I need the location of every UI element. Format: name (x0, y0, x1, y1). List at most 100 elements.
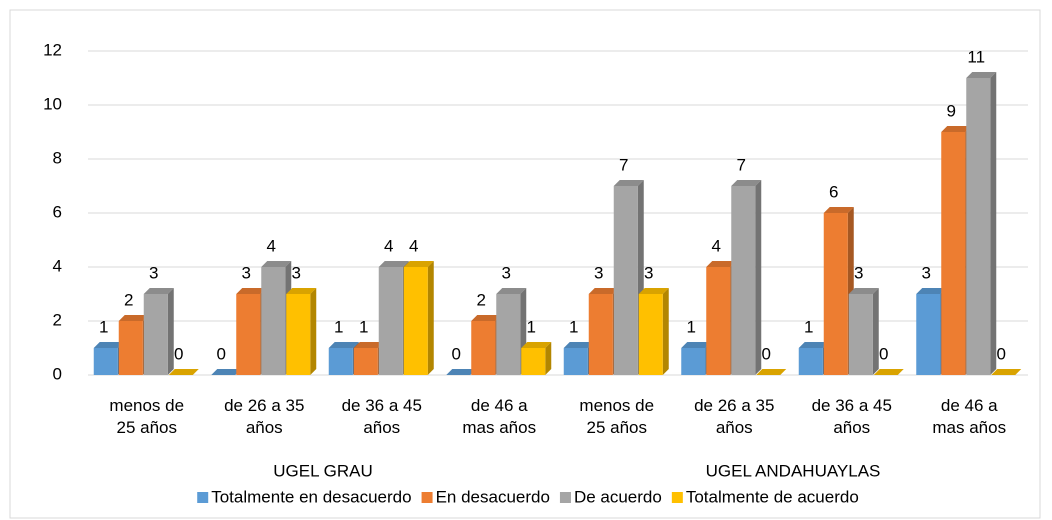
bar (756, 369, 787, 375)
value-label: 1 (804, 317, 813, 336)
value-label: 3 (922, 263, 931, 282)
bar (211, 369, 242, 375)
value-label: 1 (527, 317, 536, 336)
legend-swatch (197, 492, 209, 503)
legend-label: De acuerdo (574, 487, 662, 506)
bar (991, 369, 1022, 375)
value-label: 3 (644, 263, 653, 282)
bar-front (563, 348, 588, 375)
bar (873, 369, 904, 375)
bar-top (848, 288, 879, 294)
bar (966, 72, 997, 375)
value-label: 9 (947, 101, 956, 120)
bar-top (613, 180, 644, 186)
bar-top (118, 315, 149, 321)
bar-side (872, 288, 879, 375)
value-label: 4 (712, 236, 721, 255)
bar-front (471, 321, 496, 375)
bar-top (93, 342, 124, 348)
x-tick-label: menos de 25 años (579, 396, 655, 437)
x-tick-label: menos de 25 años (109, 396, 185, 437)
value-label: 2 (477, 290, 486, 309)
bar-front (286, 294, 311, 375)
bar-top (916, 288, 947, 294)
legend: Totalmente en desacuerdo En desacuerdo De … (197, 487, 859, 506)
bar (613, 180, 644, 375)
value-label: 3 (854, 263, 863, 282)
value-label: 0 (997, 344, 1006, 363)
bar-top (731, 180, 762, 186)
legend-swatch (559, 492, 571, 503)
bar-top (328, 342, 359, 348)
bar (848, 288, 879, 375)
bar-front (706, 267, 731, 375)
value-label: 1 (359, 317, 368, 336)
bar-side (167, 288, 174, 375)
x-tick-label: de 36 a 45 años (341, 396, 422, 437)
legend-swatch (671, 492, 683, 503)
bar-top (261, 261, 292, 267)
x-tick-label: de 26 a 35 años (694, 396, 775, 437)
bar-front (353, 348, 378, 375)
value-label: 3 (242, 263, 251, 282)
y-tick-label: 12 (43, 40, 62, 59)
group-label: UGEL ANDAHUAYLAS (706, 461, 881, 480)
bar-front (143, 294, 168, 375)
value-label: 0 (879, 344, 888, 363)
x-tick-label: de 46 a mas años (932, 396, 1007, 437)
bar-top (143, 288, 174, 294)
bar (143, 288, 174, 375)
x-tick-label: de 26 a 35 años (224, 396, 305, 437)
bar-front (613, 186, 638, 375)
bar-front (403, 267, 428, 375)
group-label: UGEL GRAU (273, 461, 373, 480)
value-label: 0 (452, 344, 461, 363)
bar-top (521, 342, 552, 348)
chart-frame (9, 9, 1041, 519)
bar (823, 207, 854, 375)
value-label: 7 (619, 155, 628, 174)
bar-front (848, 294, 873, 375)
y-tick-label: 8 (53, 148, 62, 167)
value-label: 3 (292, 263, 301, 282)
bar-front (521, 348, 546, 375)
value-label: 0 (174, 344, 183, 363)
bar (168, 369, 199, 375)
bar-side (755, 180, 762, 375)
value-label: 1 (569, 317, 578, 336)
value-label: 1 (334, 317, 343, 336)
y-tick-label: 4 (53, 256, 62, 275)
bar-side (545, 342, 552, 375)
bar-top (446, 369, 477, 375)
bar-front (731, 186, 756, 375)
value-label: 7 (737, 155, 746, 174)
bar-front (93, 348, 118, 375)
bar (286, 288, 317, 375)
bar-top (211, 369, 242, 375)
y-tick-label: 2 (53, 310, 62, 329)
bar-front (966, 78, 991, 375)
bar-top (638, 288, 669, 294)
value-label: 4 (267, 236, 276, 255)
bar-front (588, 294, 613, 375)
value-label: 4 (409, 236, 418, 255)
bar-top (378, 261, 409, 267)
value-label: 0 (762, 344, 771, 363)
value-label: 3 (594, 263, 603, 282)
bar-top (966, 72, 997, 78)
bar-front (681, 348, 706, 375)
bar-top (991, 369, 1022, 375)
bar-front (378, 267, 403, 375)
y-tick-label: 0 (53, 364, 62, 383)
legend-swatch (421, 492, 433, 503)
legend-label: Totalmente de acuerdo (686, 487, 859, 506)
bar-top (873, 369, 904, 375)
bar-top (496, 288, 527, 294)
bar-side (662, 288, 669, 375)
legend-label: En desacuerdo (436, 487, 550, 506)
bar-front (496, 294, 521, 375)
bar (496, 288, 527, 375)
value-label: 1 (99, 317, 108, 336)
